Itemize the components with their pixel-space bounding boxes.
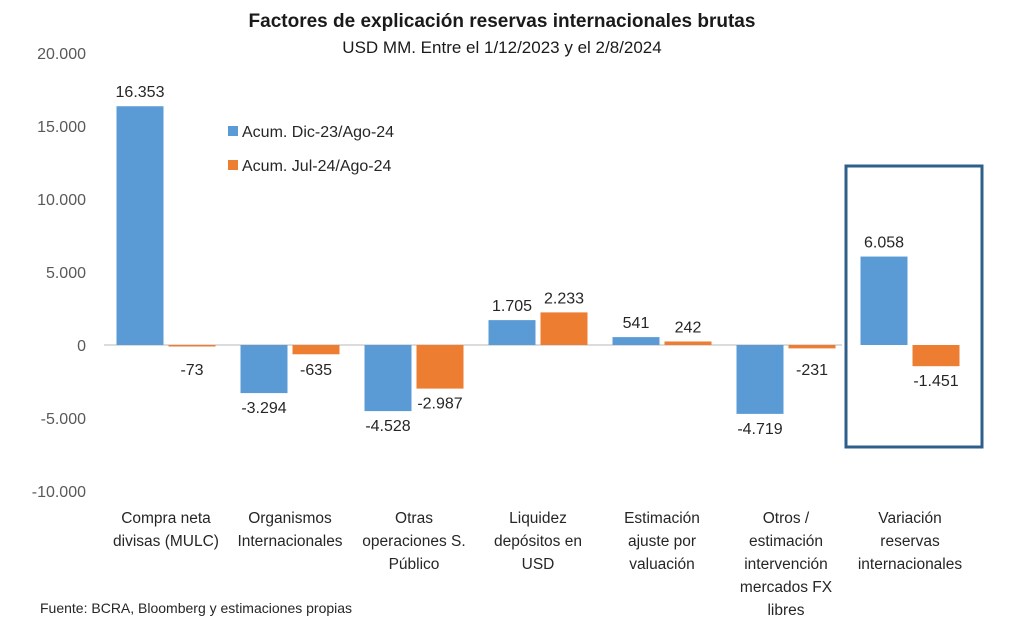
data-label: 1.705: [492, 298, 532, 315]
bar-jul24-ago24-4: [664, 341, 712, 345]
bar-dic23-ago24-4: [612, 337, 660, 345]
x-category-label: Variación reservas internacionales: [858, 510, 963, 573]
bar-dic23-ago24-2: [364, 345, 412, 412]
x-category-label-line: intervención: [744, 556, 828, 573]
chart-subtitle: USD MM. Entre el 1/12/2023 y el 2/8/2024: [342, 38, 661, 57]
y-tick-label: 15.000: [37, 119, 86, 136]
x-category-label-line: libres: [767, 602, 804, 619]
data-label: 242: [675, 319, 702, 336]
y-tick-label: 10.000: [37, 192, 86, 209]
bar-dic23-ago24-3: [488, 320, 536, 345]
x-category-label-line: ajuste por: [628, 533, 696, 550]
bar-jul24-ago24-1: [292, 345, 340, 355]
bar-jul24-ago24-2: [416, 345, 464, 389]
data-label: -2.987: [417, 396, 462, 413]
x-category-label-line: Estimación: [624, 510, 700, 527]
data-label: 16.353: [116, 84, 165, 101]
x-category-label-line: operaciones S.: [362, 533, 465, 550]
x-category-label: Liquidez depósitos en USD: [494, 510, 582, 573]
bar-jul24-ago24-6: [912, 345, 960, 367]
x-category-label: Estimación ajuste por valuación: [624, 510, 700, 573]
legend-label-0: Acum. Dic-23/Ago-24: [242, 124, 394, 141]
x-category-label-line: valuación: [629, 556, 695, 573]
data-label: -1.451: [913, 373, 958, 390]
x-category-label-line: Variación: [878, 510, 941, 527]
bars: [116, 106, 960, 414]
data-label: 541: [623, 315, 650, 332]
x-category-label: Compra neta divisas (MULC): [113, 510, 219, 550]
bar-jul24-ago24-3: [540, 312, 588, 345]
legend-label-1: Acum. Jul-24/Ago-24: [242, 158, 392, 175]
data-label: 2.233: [544, 290, 584, 307]
bar-dic23-ago24-0: [116, 106, 164, 345]
x-category-label-line: Internacionales: [237, 533, 342, 550]
y-tick-label: -5.000: [41, 411, 86, 428]
x-axis-labels: Compra neta divisas (MULC) Organismos Inter…: [113, 510, 962, 619]
bar-jul24-ago24-0: [168, 345, 216, 347]
x-category-label-line: Compra neta: [121, 510, 211, 527]
bar-dic23-ago24-1: [240, 345, 288, 394]
data-label: 6.058: [864, 235, 904, 252]
data-label: -73: [180, 362, 203, 379]
x-category-label: Organismos Internacionales: [237, 510, 342, 550]
x-category-label: Otras operaciones S. Público: [362, 510, 465, 573]
legend-swatch-1: [228, 160, 238, 170]
x-category-label-line: Otras: [395, 510, 433, 527]
y-tick-label: 0: [77, 338, 86, 355]
legend: Acum. Dic-23/Ago-24 Acum. Jul-24/Ago-24: [228, 124, 394, 175]
legend-swatch-0: [228, 126, 238, 136]
y-tick-label: 20.000: [37, 46, 86, 63]
bar-dic23-ago24-5: [736, 345, 784, 414]
bar-dic23-ago24-6: [860, 256, 908, 345]
x-category-label-line: internacionales: [858, 556, 963, 573]
data-label: -4.528: [365, 418, 410, 435]
chart-title: Factores de explicación reservas interna…: [249, 11, 756, 32]
data-label: -4.719: [737, 421, 782, 438]
x-category-label-line: USD: [522, 556, 555, 573]
x-category-label-line: depósitos en: [494, 533, 582, 550]
x-category-label-line: mercados FX: [740, 579, 833, 596]
data-label: -231: [796, 362, 828, 379]
x-category-label-line: reservas: [880, 533, 940, 550]
source-note: Fuente: BCRA, Bloomberg y estimaciones p…: [40, 600, 352, 616]
data-labels: 16.353 -3.294 -4.528 1.705 541 -4.719 6.058 -73…: [116, 84, 959, 438]
bar-jul24-ago24-5: [788, 345, 836, 349]
data-label: -3.294: [241, 400, 286, 417]
x-category-label-line: Liquidez: [509, 510, 567, 527]
y-tick-label: -10.000: [32, 484, 86, 501]
x-category-label-line: Público: [389, 556, 440, 573]
x-category-label-line: Organismos: [248, 510, 332, 527]
x-category-label-line: estimación: [749, 533, 823, 550]
y-tick-label: 5.000: [46, 265, 86, 282]
x-category-label-line: divisas (MULC): [113, 533, 219, 550]
data-label: -635: [300, 362, 332, 379]
y-axis: 20.000 15.000 10.000 5.000 0 -5.000 -10.000: [32, 46, 86, 501]
highlight-box: [844, 164, 984, 449]
x-category-label-line: Otros /: [763, 510, 810, 527]
x-category-label: Otros / estimación intervención mercados FX…: [740, 510, 833, 619]
